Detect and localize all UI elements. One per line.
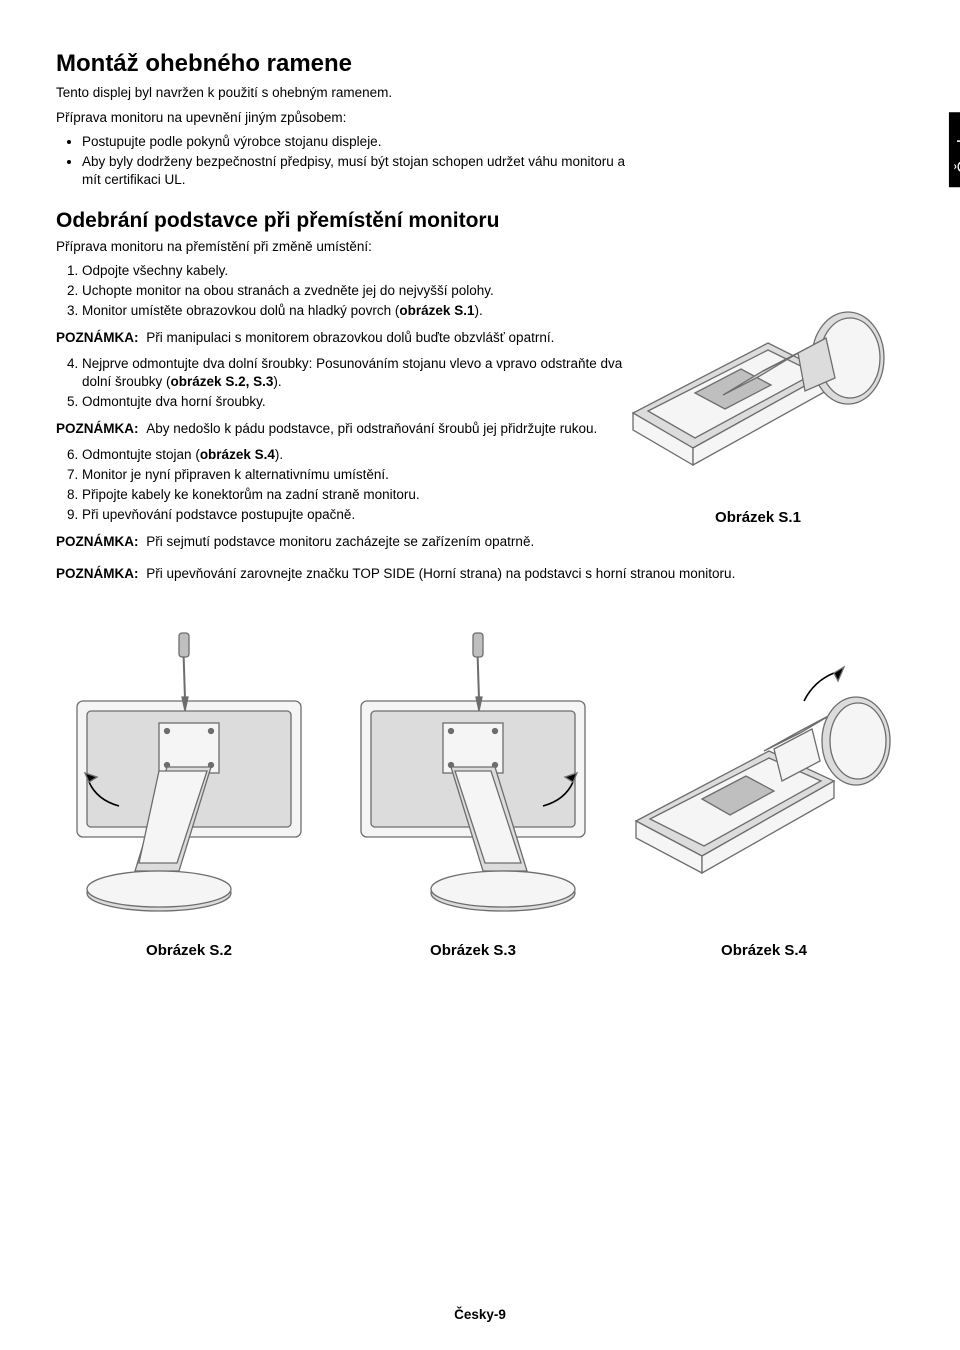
step-item: Uchopte monitor na obou stranách a zvedn… xyxy=(82,282,641,300)
figure-caption: Obrázek S.3 xyxy=(340,941,606,961)
figure-s1: Obrázek S.1 xyxy=(618,283,898,528)
bullet-item: Aby byly dodrženy bezpečnostní předpisy,… xyxy=(82,153,641,189)
step-item: Odpojte všechny kabely. xyxy=(82,262,641,280)
main-content: Montáž ohebného ramene Tento displej byl… xyxy=(56,48,904,961)
figure-s4-diagram xyxy=(624,631,904,931)
note-2: POZNÁMKA: Aby nedošlo k pádu podstavce, … xyxy=(56,420,641,438)
note-1: POZNÁMKA: Při manipulaci s monitorem obr… xyxy=(56,329,641,347)
note-label: POZNÁMKA: xyxy=(56,420,139,438)
intro-1: Tento displej byl navržen k použití s oh… xyxy=(56,84,641,102)
note-text: Aby nedošlo k pádu podstavce, při odstra… xyxy=(142,420,597,438)
note-label: POZNÁMKA: xyxy=(56,565,139,583)
note-text: Při sejmutí podstavce monitoru zacházejt… xyxy=(142,533,534,551)
language-tab: Česky xyxy=(949,112,960,187)
subintro-1: Příprava monitoru na upevnění jiným způs… xyxy=(56,109,641,127)
step-item: Při upevňování podstavce postupujte opač… xyxy=(82,506,641,524)
figure-s2: Obrázek S.2 xyxy=(56,631,322,961)
figure-row: Obrázek S.2 xyxy=(56,631,904,961)
step-item: Připojte kabely ke konektorům na zadní s… xyxy=(82,486,641,504)
step-list-c: Odmontujte stojan (obrázek S.4). Monitor… xyxy=(56,446,641,525)
step-item: Nejprve odmontujte dva dolní šroubky: Po… xyxy=(82,355,641,391)
figure-caption: Obrázek S.1 xyxy=(618,508,898,528)
step-list-b: Nejprve odmontujte dva dolní šroubky: Po… xyxy=(56,355,641,412)
heading-1: Montáž ohebného ramene xyxy=(56,48,641,80)
note-text: Při upevňování zarovnejte značku TOP SID… xyxy=(142,565,735,583)
page-footer: Česky-9 xyxy=(0,1306,960,1324)
figure-caption: Obrázek S.4 xyxy=(624,941,904,961)
figure-s3: Obrázek S.3 xyxy=(340,631,606,961)
step-list-a: Odpojte všechny kabely. Uchopte monitor … xyxy=(56,262,641,321)
figure-s2-diagram xyxy=(59,631,319,931)
note-4: POZNÁMKA: Při upevňování zarovnejte znač… xyxy=(56,565,904,583)
figure-s4: Obrázek S.4 xyxy=(624,631,904,961)
figure-caption: Obrázek S.2 xyxy=(56,941,322,961)
figure-s1-diagram xyxy=(623,283,893,498)
step-item: Monitor je nyní připraven k alternativní… xyxy=(82,466,641,484)
step-item: Odmontujte dva horní šroubky. xyxy=(82,393,641,411)
bullet-item: Postupujte podle pokynů výrobce stojanu … xyxy=(82,133,641,151)
intro-2: Příprava monitoru na přemístění při změn… xyxy=(56,238,641,256)
bullet-list-1: Postupujte podle pokynů výrobce stojanu … xyxy=(56,133,641,190)
heading-2: Odebrání podstavce při přemístění monito… xyxy=(56,207,641,235)
note-label: POZNÁMKA: xyxy=(56,533,139,551)
step-item: Monitor umístěte obrazovkou dolů na hlad… xyxy=(82,302,641,320)
note-label: POZNÁMKA: xyxy=(56,329,139,347)
note-3: POZNÁMKA: Při sejmutí podstavce monitoru… xyxy=(56,533,904,551)
step-item: Odmontujte stojan (obrázek S.4). xyxy=(82,446,641,464)
figure-s3-diagram xyxy=(343,631,603,931)
note-text: Při manipulaci s monitorem obrazovkou do… xyxy=(142,329,554,347)
